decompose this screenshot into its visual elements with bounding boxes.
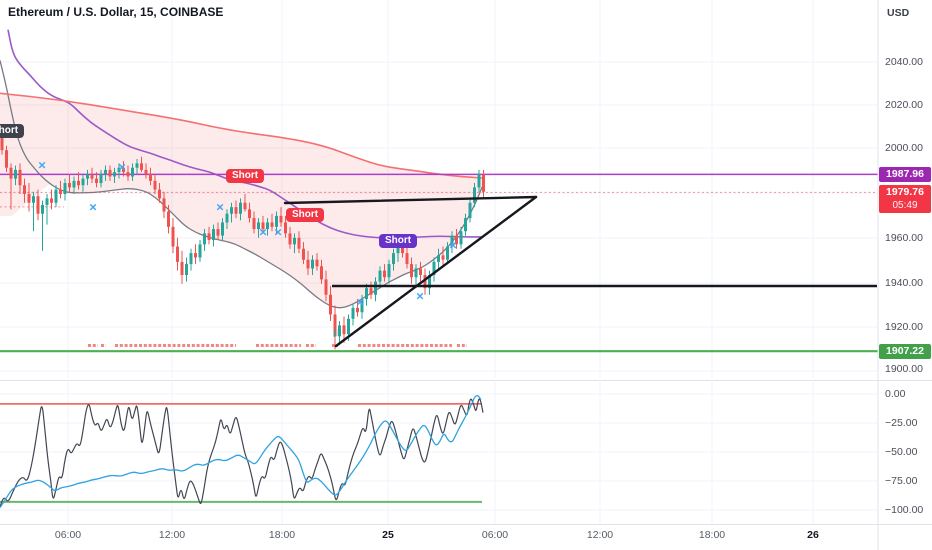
short-position-label[interactable]: Short bbox=[286, 208, 325, 222]
short-position-label[interactable]: Short bbox=[0, 124, 25, 138]
time-tick-label: 25 bbox=[382, 529, 394, 541]
bar-countdown: 05:49 bbox=[892, 200, 918, 211]
gridlines bbox=[0, 0, 878, 524]
time-tick-label: 18:00 bbox=[698, 529, 726, 541]
trade-markers: × × × × × × × × × bbox=[38, 158, 467, 347]
trade-x-mark: × bbox=[356, 295, 364, 310]
current-price-value: 1979.76 bbox=[886, 186, 924, 198]
trade-x-mark: × bbox=[38, 158, 46, 173]
resistance-price-badge: 1987.96 bbox=[879, 167, 931, 182]
trade-x-mark: × bbox=[118, 160, 126, 175]
short-position-label[interactable]: Short bbox=[226, 169, 265, 183]
candles-layer[interactable] bbox=[0, 128, 486, 350]
trade-x-mark: × bbox=[259, 225, 267, 240]
indicator-tick-label: −50.00 bbox=[885, 446, 918, 458]
osc-slow-line bbox=[0, 394, 482, 509]
current-price-badge: 1979.76 05:49 bbox=[879, 185, 931, 213]
trade-x-mark: × bbox=[449, 238, 457, 253]
trade-x-mark: × bbox=[274, 225, 282, 240]
oscillator-pane[interactable] bbox=[0, 394, 484, 509]
trendline bbox=[334, 195, 538, 348]
trade-x-mark: × bbox=[416, 289, 424, 304]
ema-purple bbox=[7, 29, 482, 239]
price-tick-label: 1940.00 bbox=[885, 277, 923, 289]
price-tick-label: 1900.00 bbox=[885, 363, 923, 375]
time-tick-label: 06:00 bbox=[481, 529, 509, 541]
price-axis-currency: USD bbox=[887, 7, 910, 19]
indicator-tick-label: 0.00 bbox=[885, 388, 906, 400]
support-price-badge: 1907.22 bbox=[879, 344, 931, 359]
price-tick-label: 1920.00 bbox=[885, 321, 923, 333]
price-tick-label: 1960.00 bbox=[885, 232, 923, 244]
indicator-tick-label: −100.00 bbox=[885, 504, 924, 516]
time-tick-label: 12:00 bbox=[158, 529, 186, 541]
price-tick-label: 2020.00 bbox=[885, 99, 923, 111]
symbol-title[interactable]: Ethereum / U.S. Dollar, 15, COINBASE bbox=[8, 5, 224, 19]
trendline-drawings[interactable] bbox=[283, 195, 877, 348]
time-tick-label: 06:00 bbox=[54, 529, 82, 541]
indicator-tick-label: −25.00 bbox=[885, 417, 918, 429]
indicator-tick-label: −75.00 bbox=[885, 475, 918, 487]
time-tick-label: 18:00 bbox=[268, 529, 296, 541]
time-tick-label: 26 bbox=[807, 529, 819, 541]
time-tick-label: 12:00 bbox=[586, 529, 614, 541]
trendline bbox=[283, 195, 538, 205]
short-position-label[interactable]: Short bbox=[379, 234, 418, 248]
osc-fast-line bbox=[0, 398, 484, 507]
price-tick-label: 2040.00 bbox=[885, 56, 923, 68]
trade-x-mark: × bbox=[89, 200, 97, 215]
trade-x-mark: × bbox=[216, 200, 224, 215]
ma-red bbox=[0, 92, 483, 179]
price-tick-label: 2000.00 bbox=[885, 142, 923, 154]
